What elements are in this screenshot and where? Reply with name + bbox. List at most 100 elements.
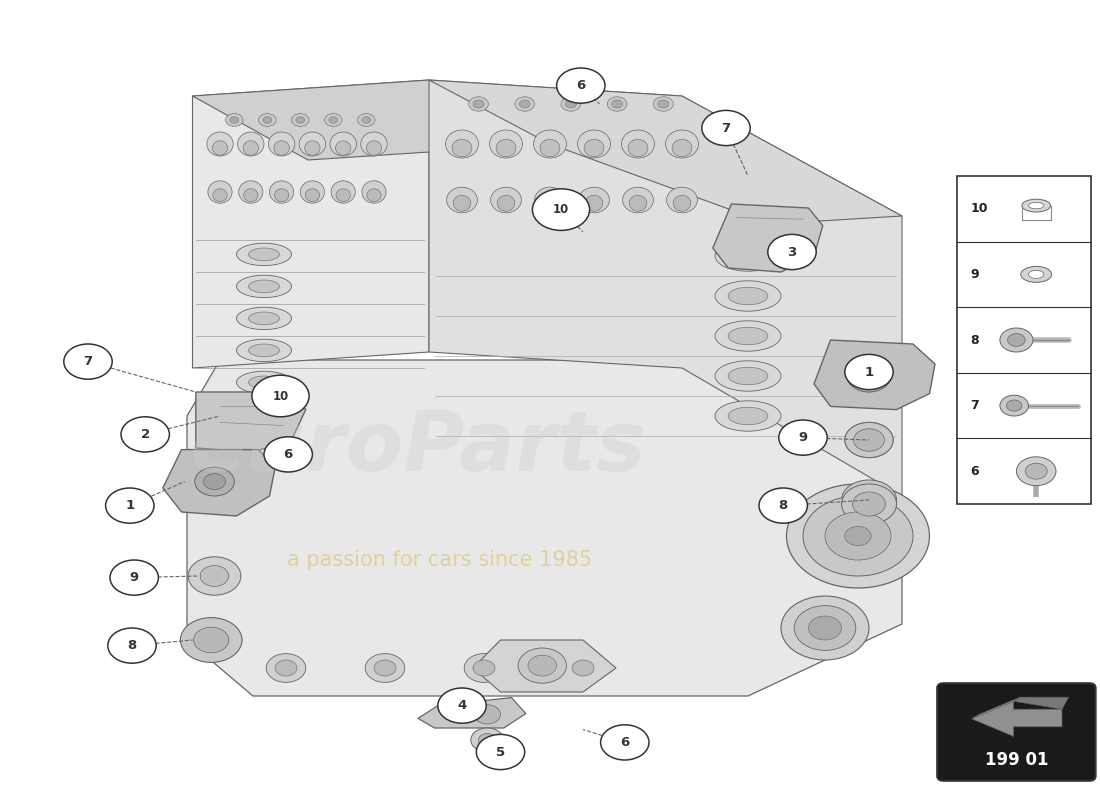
Ellipse shape: [236, 243, 292, 266]
Circle shape: [324, 114, 342, 126]
Ellipse shape: [715, 321, 781, 351]
Circle shape: [601, 725, 649, 760]
Polygon shape: [163, 450, 275, 516]
Ellipse shape: [1028, 202, 1044, 209]
Text: 10: 10: [273, 390, 288, 402]
Circle shape: [473, 100, 484, 108]
Circle shape: [842, 480, 896, 520]
Text: euroParts: euroParts: [189, 407, 647, 489]
Ellipse shape: [1028, 270, 1044, 278]
Ellipse shape: [1021, 266, 1052, 282]
Circle shape: [781, 596, 869, 660]
Ellipse shape: [238, 132, 264, 156]
Text: 1: 1: [125, 499, 134, 512]
Ellipse shape: [672, 139, 692, 157]
Ellipse shape: [541, 195, 559, 211]
Ellipse shape: [331, 181, 355, 203]
Text: 8: 8: [970, 334, 979, 346]
Text: 3: 3: [788, 246, 796, 258]
Ellipse shape: [728, 247, 768, 265]
Circle shape: [845, 526, 871, 546]
Circle shape: [1025, 463, 1047, 479]
Circle shape: [794, 606, 856, 650]
Ellipse shape: [300, 181, 324, 203]
Text: 7: 7: [84, 355, 92, 368]
Ellipse shape: [249, 248, 279, 261]
Polygon shape: [187, 360, 902, 696]
Circle shape: [563, 654, 603, 682]
Circle shape: [474, 705, 500, 724]
Circle shape: [438, 688, 486, 723]
Circle shape: [374, 660, 396, 676]
Ellipse shape: [1022, 199, 1050, 212]
Circle shape: [110, 560, 158, 595]
Circle shape: [362, 117, 371, 123]
Circle shape: [464, 654, 504, 682]
Circle shape: [106, 488, 154, 523]
Circle shape: [329, 117, 338, 123]
Circle shape: [473, 660, 495, 676]
Ellipse shape: [585, 195, 603, 211]
Circle shape: [121, 417, 169, 452]
Circle shape: [702, 110, 750, 146]
Text: 7: 7: [970, 399, 979, 412]
Circle shape: [528, 655, 557, 676]
Circle shape: [561, 97, 581, 111]
Ellipse shape: [337, 189, 350, 202]
Circle shape: [188, 557, 241, 595]
Ellipse shape: [336, 141, 351, 155]
Text: 10: 10: [553, 203, 569, 216]
Circle shape: [200, 566, 229, 586]
Circle shape: [108, 628, 156, 663]
Circle shape: [263, 117, 272, 123]
Polygon shape: [429, 80, 902, 224]
Circle shape: [1008, 334, 1025, 346]
Polygon shape: [1013, 697, 1068, 709]
Ellipse shape: [239, 181, 263, 203]
Ellipse shape: [212, 141, 228, 155]
Ellipse shape: [236, 307, 292, 330]
Text: 199 01: 199 01: [984, 751, 1048, 769]
Circle shape: [1000, 395, 1028, 416]
Ellipse shape: [728, 407, 768, 425]
Ellipse shape: [275, 189, 288, 202]
Ellipse shape: [490, 130, 522, 158]
Polygon shape: [196, 392, 306, 452]
Circle shape: [478, 734, 496, 746]
Ellipse shape: [452, 139, 472, 157]
Circle shape: [1000, 328, 1033, 352]
Ellipse shape: [213, 189, 228, 202]
Text: 4: 4: [458, 699, 466, 712]
Ellipse shape: [447, 187, 477, 213]
Ellipse shape: [728, 367, 768, 385]
Circle shape: [292, 114, 309, 126]
Ellipse shape: [667, 187, 697, 213]
Ellipse shape: [366, 141, 382, 155]
Ellipse shape: [715, 401, 781, 431]
Ellipse shape: [491, 187, 521, 213]
Circle shape: [612, 100, 623, 108]
Circle shape: [557, 68, 605, 103]
Circle shape: [365, 654, 405, 682]
Text: 8: 8: [779, 499, 788, 512]
Circle shape: [258, 114, 276, 126]
Ellipse shape: [299, 132, 326, 156]
Circle shape: [476, 734, 525, 770]
Ellipse shape: [715, 241, 781, 271]
Polygon shape: [192, 80, 429, 368]
Circle shape: [856, 366, 882, 386]
Circle shape: [358, 114, 375, 126]
Ellipse shape: [236, 275, 292, 298]
FancyBboxPatch shape: [937, 683, 1096, 781]
Ellipse shape: [274, 141, 289, 155]
Circle shape: [519, 100, 530, 108]
Circle shape: [786, 484, 930, 588]
Ellipse shape: [728, 327, 768, 345]
Ellipse shape: [249, 280, 279, 293]
Circle shape: [845, 354, 893, 390]
Circle shape: [194, 627, 229, 653]
Ellipse shape: [666, 130, 698, 158]
Ellipse shape: [249, 376, 279, 389]
Ellipse shape: [268, 132, 295, 156]
Ellipse shape: [540, 139, 560, 157]
